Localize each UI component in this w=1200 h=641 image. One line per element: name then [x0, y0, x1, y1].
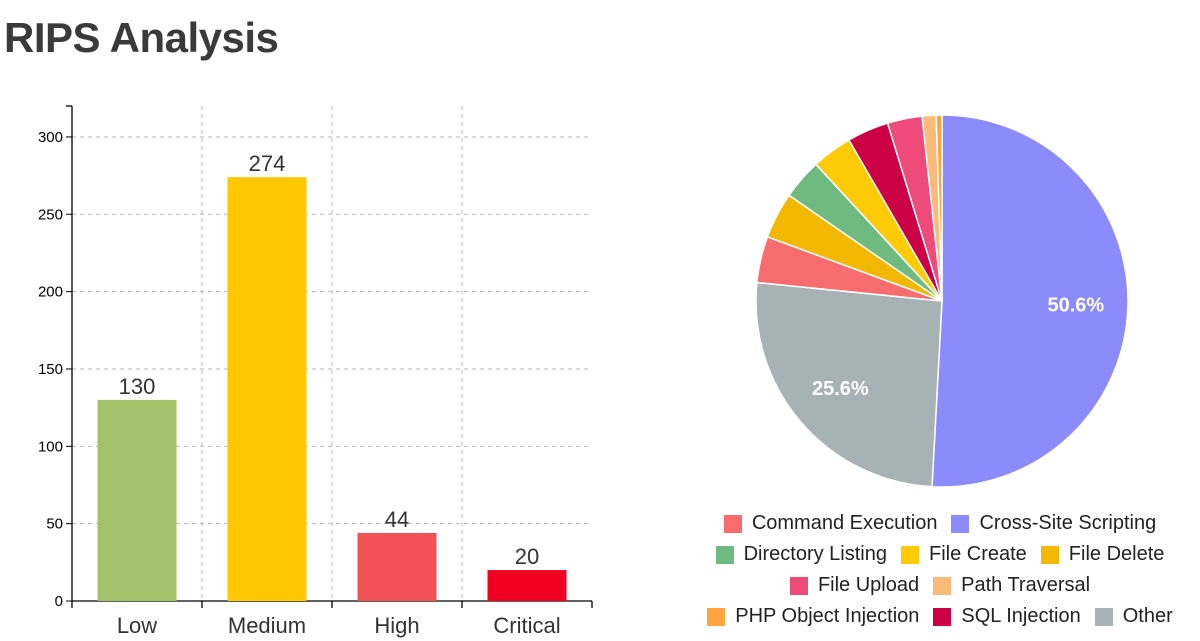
x-tick-label: Critical — [493, 613, 560, 638]
vulnerability-pie-chart: 50.6% 25.6% — [755, 114, 1129, 488]
legend-label: File Create — [928, 543, 1027, 565]
y-tick-label: 300 — [38, 129, 63, 146]
bar-high — [357, 532, 437, 601]
legend-item: PHP Object Injection — [707, 605, 919, 628]
legend-item: Cross-Site Scripting — [951, 512, 1156, 535]
legend-swatch — [723, 514, 742, 533]
bar-low — [97, 399, 177, 601]
legend-item: Directory Listing — [715, 543, 887, 566]
bar-value-label: 274 — [249, 151, 286, 176]
pie-slice-value-label: 25.6% — [812, 378, 869, 400]
legend-label: SQL Injection — [961, 605, 1081, 627]
legend-item: File Upload — [789, 574, 920, 597]
legend-label: Path Traversal — [961, 574, 1091, 596]
legend-label: Command Execution — [751, 512, 938, 534]
y-tick-label: 200 — [38, 284, 63, 301]
legend-swatch — [789, 576, 808, 595]
x-tick-label: High — [374, 613, 419, 638]
pie-slice-php-object-injection — [935, 114, 943, 302]
pie-slice-other — [755, 281, 943, 488]
bar-critical — [487, 570, 567, 601]
legend-swatch — [1040, 545, 1059, 564]
legend-label: PHP Object Injection — [735, 605, 920, 627]
legend-label: Directory Listing — [743, 543, 887, 565]
legend-item: Command Execution — [723, 512, 938, 535]
pie-slice-value-label: 50.6% — [1048, 295, 1105, 317]
legend-swatch — [900, 545, 919, 564]
y-tick-label: 100 — [38, 438, 63, 455]
legend-label: File Upload — [817, 574, 920, 596]
legend-item: File Delete — [1040, 543, 1165, 566]
bar-value-label: 130 — [119, 374, 156, 399]
legend-label: Other — [1122, 605, 1173, 627]
y-tick-label: 50 — [46, 516, 63, 533]
legend-item: File Create — [900, 543, 1027, 566]
page-title: RIPS Analysis — [4, 14, 279, 61]
legend-swatch — [715, 545, 734, 564]
legend-label: File Delete — [1068, 543, 1165, 565]
legend-swatch — [933, 576, 952, 595]
legend-swatch — [951, 514, 970, 533]
legend-label: Cross-Site Scripting — [979, 512, 1157, 534]
legend-row: Directory Listing File Create File Delete — [680, 539, 1200, 570]
legend-item: Other — [1094, 605, 1173, 628]
legend-swatch — [707, 607, 726, 626]
bar-value-label: 20 — [515, 544, 539, 569]
pie-legend: Command Execution Cross-Site Scripting Dir… — [680, 508, 1200, 632]
severity-bar-chart: 0 50 100 150 200 250 300 130 Low 274 Medium 44 High 2… — [38, 105, 593, 638]
legend-row: File Upload Path Traversal — [680, 570, 1200, 601]
y-tick-label: 0 — [55, 593, 63, 610]
legend-row: PHP Object Injection SQL Injection Other — [680, 601, 1200, 632]
pie-slice-cross-site-scripting — [931, 114, 1129, 488]
legend-swatch — [1094, 607, 1113, 626]
legend-row: Command Execution Cross-Site Scripting — [680, 508, 1200, 539]
x-tick-label: Medium — [228, 613, 306, 638]
y-tick-label: 150 — [38, 361, 63, 378]
bar-value-label: 44 — [385, 507, 409, 532]
y-tick-label: 250 — [38, 206, 63, 223]
legend-swatch — [933, 607, 952, 626]
legend-item: Path Traversal — [933, 574, 1090, 597]
bar-medium — [227, 177, 307, 601]
x-tick-label: Low — [117, 613, 157, 638]
legend-item: SQL Injection — [933, 605, 1081, 628]
